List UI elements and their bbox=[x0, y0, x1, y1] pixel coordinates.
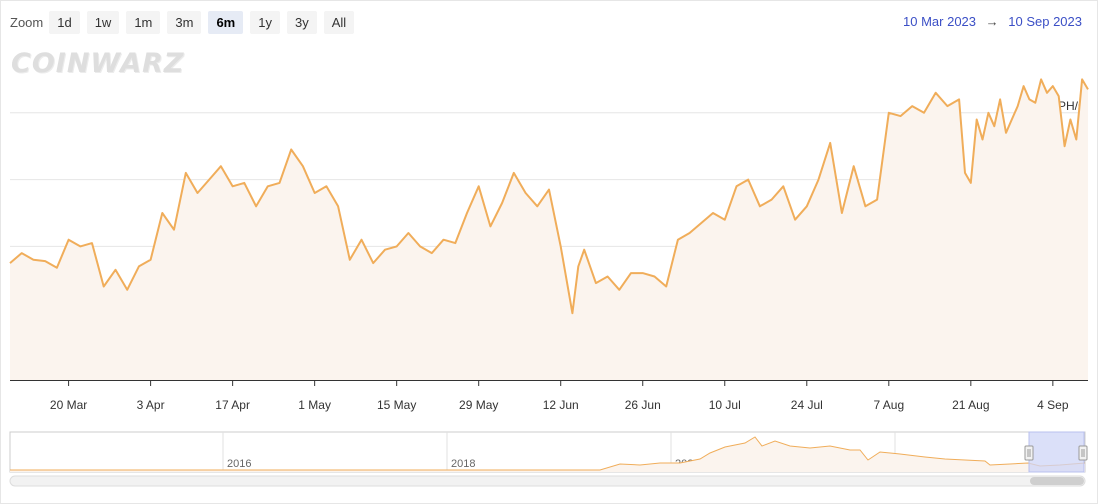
navigator-year-label: 2018 bbox=[451, 458, 475, 470]
zoom-toolbar: Zoom 1d 1w 1m 3m 6m 1y 3y All bbox=[10, 10, 361, 34]
range-from[interactable]: 10 Mar 2023 bbox=[903, 14, 977, 29]
navigator-handle[interactable] bbox=[1078, 445, 1088, 461]
zoom-button-1m[interactable]: 1m bbox=[126, 10, 161, 34]
x-tick-label: 4 Sep bbox=[1037, 398, 1069, 412]
zoom-button-3m[interactable]: 3m bbox=[167, 10, 202, 34]
zoom-button-1w[interactable]: 1w bbox=[86, 10, 120, 34]
x-tick-label: 12 Jun bbox=[543, 398, 579, 412]
x-tick-label: 10 Jul bbox=[709, 398, 741, 412]
navigator-year-label: 2016 bbox=[227, 458, 251, 470]
x-tick-label: 21 Aug bbox=[952, 398, 989, 412]
x-tick-label: 1 May bbox=[298, 398, 331, 412]
x-tick-label: 17 Apr bbox=[215, 398, 250, 412]
scrollbar-thumb[interactable] bbox=[1030, 477, 1084, 485]
scrollbar-track[interactable] bbox=[9, 475, 1086, 487]
x-tick-label: 15 May bbox=[377, 398, 416, 412]
zoom-button-1d[interactable]: 1d bbox=[49, 10, 80, 34]
zoom-button-3y[interactable]: 3y bbox=[286, 10, 317, 34]
zoom-button-all[interactable]: All bbox=[323, 10, 355, 34]
navigator-series-line bbox=[10, 436, 1086, 471]
navigator-series-area bbox=[10, 437, 1085, 472]
navigator-selection[interactable] bbox=[1028, 431, 1085, 473]
navigator-handle[interactable] bbox=[1024, 445, 1034, 461]
series-line bbox=[9, 78, 1089, 315]
x-tick-label: 3 Apr bbox=[137, 398, 165, 412]
date-range: 10 Mar 2023 → 10 Sep 2023 bbox=[903, 14, 1082, 29]
zoom-button-6m[interactable]: 6m bbox=[208, 10, 244, 34]
coinwarz-watermark-logo: COINWARZ bbox=[11, 48, 185, 79]
zoom-label: Zoom bbox=[10, 14, 44, 30]
x-tick-label: 26 Jun bbox=[625, 398, 661, 412]
x-tick-label: 20 Mar bbox=[50, 398, 87, 412]
x-tick-label: 29 May bbox=[459, 398, 498, 412]
zoom-button-1y[interactable]: 1y bbox=[250, 10, 280, 34]
range-to[interactable]: 10 Sep 2023 bbox=[1008, 14, 1082, 29]
range-arrow: → bbox=[985, 14, 999, 29]
x-tick-label: 24 Jul bbox=[791, 398, 823, 412]
series-area bbox=[10, 79, 1088, 381]
x-tick-label: 7 Aug bbox=[873, 398, 904, 412]
